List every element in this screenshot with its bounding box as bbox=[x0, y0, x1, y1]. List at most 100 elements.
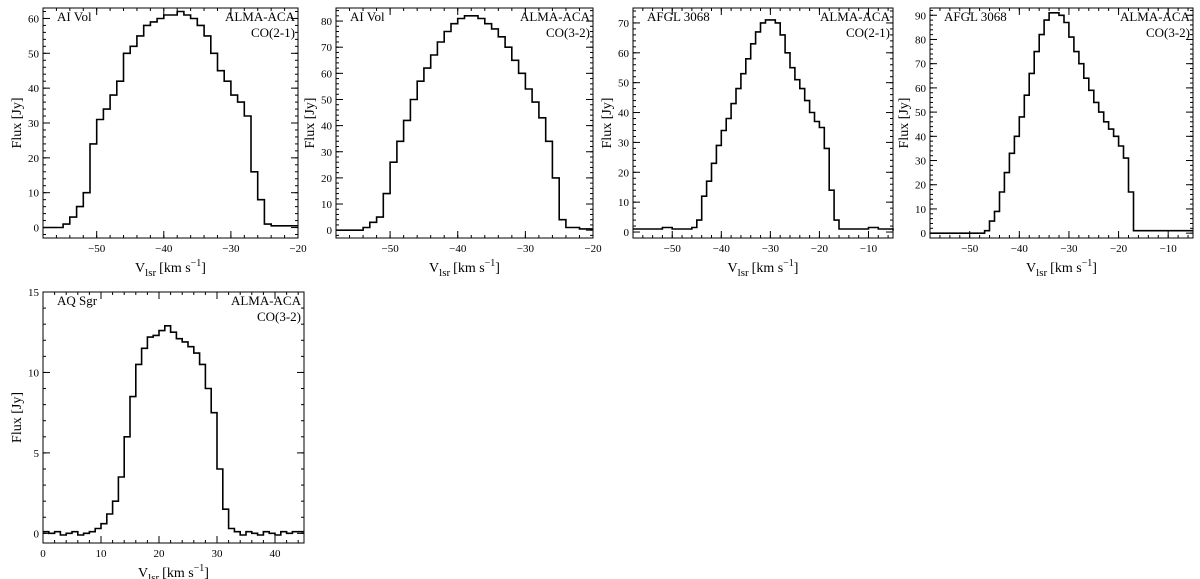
x-tick-label: −50 bbox=[88, 243, 106, 255]
y-tick-label: 5 bbox=[34, 448, 40, 460]
x-axis-label: Vlsr [km s−1] bbox=[1026, 258, 1097, 279]
y-tick-label: 10 bbox=[618, 197, 630, 209]
transition-label: CO(3-2) bbox=[546, 25, 590, 40]
y-tick-label: 10 bbox=[28, 188, 40, 200]
y-tick-label: 10 bbox=[321, 199, 333, 211]
x-tick-label: −40 bbox=[713, 243, 731, 255]
x-tick-label: −30 bbox=[1060, 243, 1078, 255]
y-tick-label: 20 bbox=[915, 180, 927, 192]
y-tick-label: 70 bbox=[618, 18, 630, 30]
transition-label: CO(3-2) bbox=[257, 309, 301, 324]
x-tick-label: −50 bbox=[664, 243, 682, 255]
y-tick-label: 40 bbox=[28, 83, 40, 95]
y-axis-label: Flux [Jy] bbox=[10, 392, 25, 443]
source-name: AI Vol bbox=[350, 9, 385, 24]
spectrum-line bbox=[43, 10, 298, 229]
y-tick-label: 20 bbox=[321, 173, 333, 185]
y-tick-label: 40 bbox=[321, 121, 333, 133]
y-tick-label: 80 bbox=[915, 34, 927, 46]
spectrum-panel-2: −50 −40 −30 −20 0 10 20 30 40 50 60 70 80 AI Vol ALMA-… bbox=[303, 7, 602, 279]
y-tick-label: 30 bbox=[28, 118, 40, 130]
spectrum-panel-1: −50 −40 −30 −20 0 10 20 30 40 50 60 AI Vol ALMA-ACAC… bbox=[10, 7, 307, 279]
x-tick-label: 20 bbox=[154, 548, 166, 560]
y-axis-label: Flux [Jy] bbox=[303, 98, 318, 149]
source-name: AFGL 3068 bbox=[647, 9, 710, 24]
x-tick-label: −20 bbox=[289, 243, 307, 255]
x-tick-label: 40 bbox=[270, 548, 282, 560]
y-tick-label: 60 bbox=[915, 83, 927, 95]
spectrum-line bbox=[633, 19, 894, 231]
spectrum-panel-4: −50 −40 −30 −20 −10 0 10 20 30 40 50 60 70 80 90 AFGL 3… bbox=[897, 7, 1194, 279]
x-tick-label: −30 bbox=[517, 243, 535, 255]
y-axis-label: Flux [Jy] bbox=[897, 98, 912, 149]
x-tick-label: −40 bbox=[1011, 243, 1029, 255]
instrument-label: ALMA-ACA bbox=[520, 9, 591, 24]
y-tick-label: 30 bbox=[618, 137, 630, 149]
y-tick-label: 10 bbox=[28, 367, 40, 379]
y-tick-label: 10 bbox=[915, 204, 927, 216]
x-axis-label: Vlsr [km s−1] bbox=[429, 258, 500, 279]
y-tick-label: 70 bbox=[915, 59, 927, 71]
y-tick-label: 30 bbox=[321, 147, 333, 159]
instrument-label: ALMA-ACA bbox=[820, 9, 891, 24]
plot-frame bbox=[42, 291, 305, 544]
transition-label: CO(2-1) bbox=[251, 25, 295, 40]
source-name: AQ Sgr bbox=[57, 293, 98, 308]
y-tick-label: 0 bbox=[624, 227, 630, 239]
y-tick-label: 50 bbox=[915, 107, 927, 119]
instrument-label: ALMA-ACA bbox=[231, 293, 302, 308]
y-tick-label: 0 bbox=[34, 223, 40, 235]
x-tick-label: 30 bbox=[212, 548, 224, 560]
y-tick-label: 70 bbox=[321, 42, 333, 54]
transition-label: CO(3-2) bbox=[1146, 25, 1190, 40]
instrument-label: ALMA-ACA bbox=[225, 9, 296, 24]
x-tick-label: −30 bbox=[762, 243, 780, 255]
x-tick-label: −30 bbox=[222, 243, 240, 255]
x-tick-label: 10 bbox=[96, 548, 108, 560]
plot-frame bbox=[632, 7, 894, 239]
x-tick-label: −10 bbox=[1160, 243, 1178, 255]
spectrum-line bbox=[43, 325, 304, 536]
x-axis-label: Vlsr [km s−1] bbox=[135, 258, 206, 279]
x-tick-label: −20 bbox=[1110, 243, 1128, 255]
source-name: AI Vol bbox=[57, 9, 92, 24]
x-axis-label: Vlsr [km s−1] bbox=[138, 563, 209, 579]
y-axis-label: Flux [Jy] bbox=[10, 98, 25, 149]
y-tick-label: 20 bbox=[618, 167, 630, 179]
x-tick-label: −40 bbox=[449, 243, 467, 255]
x-tick-label: −20 bbox=[584, 243, 602, 255]
y-tick-label: 60 bbox=[321, 68, 333, 80]
y-tick-label: 50 bbox=[321, 94, 333, 106]
x-axis-label: Vlsr [km s−1] bbox=[728, 258, 799, 279]
x-tick-label: −50 bbox=[381, 243, 399, 255]
spectrum-line bbox=[930, 12, 1193, 234]
spectrum-panel-3: −50 −40 −30 −20 −10 0 10 20 30 40 50 60 70 AFGL 3068 A… bbox=[600, 7, 894, 279]
y-tick-label: 0 bbox=[921, 228, 927, 240]
x-tick-label: −40 bbox=[155, 243, 173, 255]
spectrum-line bbox=[336, 15, 593, 231]
y-tick-label: 60 bbox=[618, 48, 630, 60]
transition-label: CO(2-1) bbox=[846, 25, 890, 40]
x-tick-label: −50 bbox=[961, 243, 979, 255]
x-tick-label: −20 bbox=[811, 243, 829, 255]
y-tick-label: 15 bbox=[28, 287, 40, 299]
x-tick-label: −10 bbox=[860, 243, 878, 255]
x-tick-label: 0 bbox=[40, 548, 46, 560]
y-axis-label: Flux [Jy] bbox=[600, 98, 615, 149]
y-tick-label: 50 bbox=[28, 48, 40, 60]
y-tick-label: 60 bbox=[28, 13, 40, 25]
y-tick-label: 30 bbox=[915, 156, 927, 168]
source-name: AFGL 3068 bbox=[944, 9, 1007, 24]
y-tick-label: 0 bbox=[327, 225, 333, 237]
plot-frame bbox=[335, 7, 594, 239]
y-tick-label: 40 bbox=[618, 108, 630, 120]
y-tick-label: 90 bbox=[915, 10, 927, 22]
plot-frame bbox=[929, 7, 1194, 239]
y-tick-label: 50 bbox=[618, 78, 630, 90]
y-tick-label: 0 bbox=[34, 528, 40, 540]
y-tick-label: 20 bbox=[28, 153, 40, 165]
instrument-label: ALMA-ACA bbox=[1120, 9, 1191, 24]
plot-frame bbox=[42, 7, 299, 239]
